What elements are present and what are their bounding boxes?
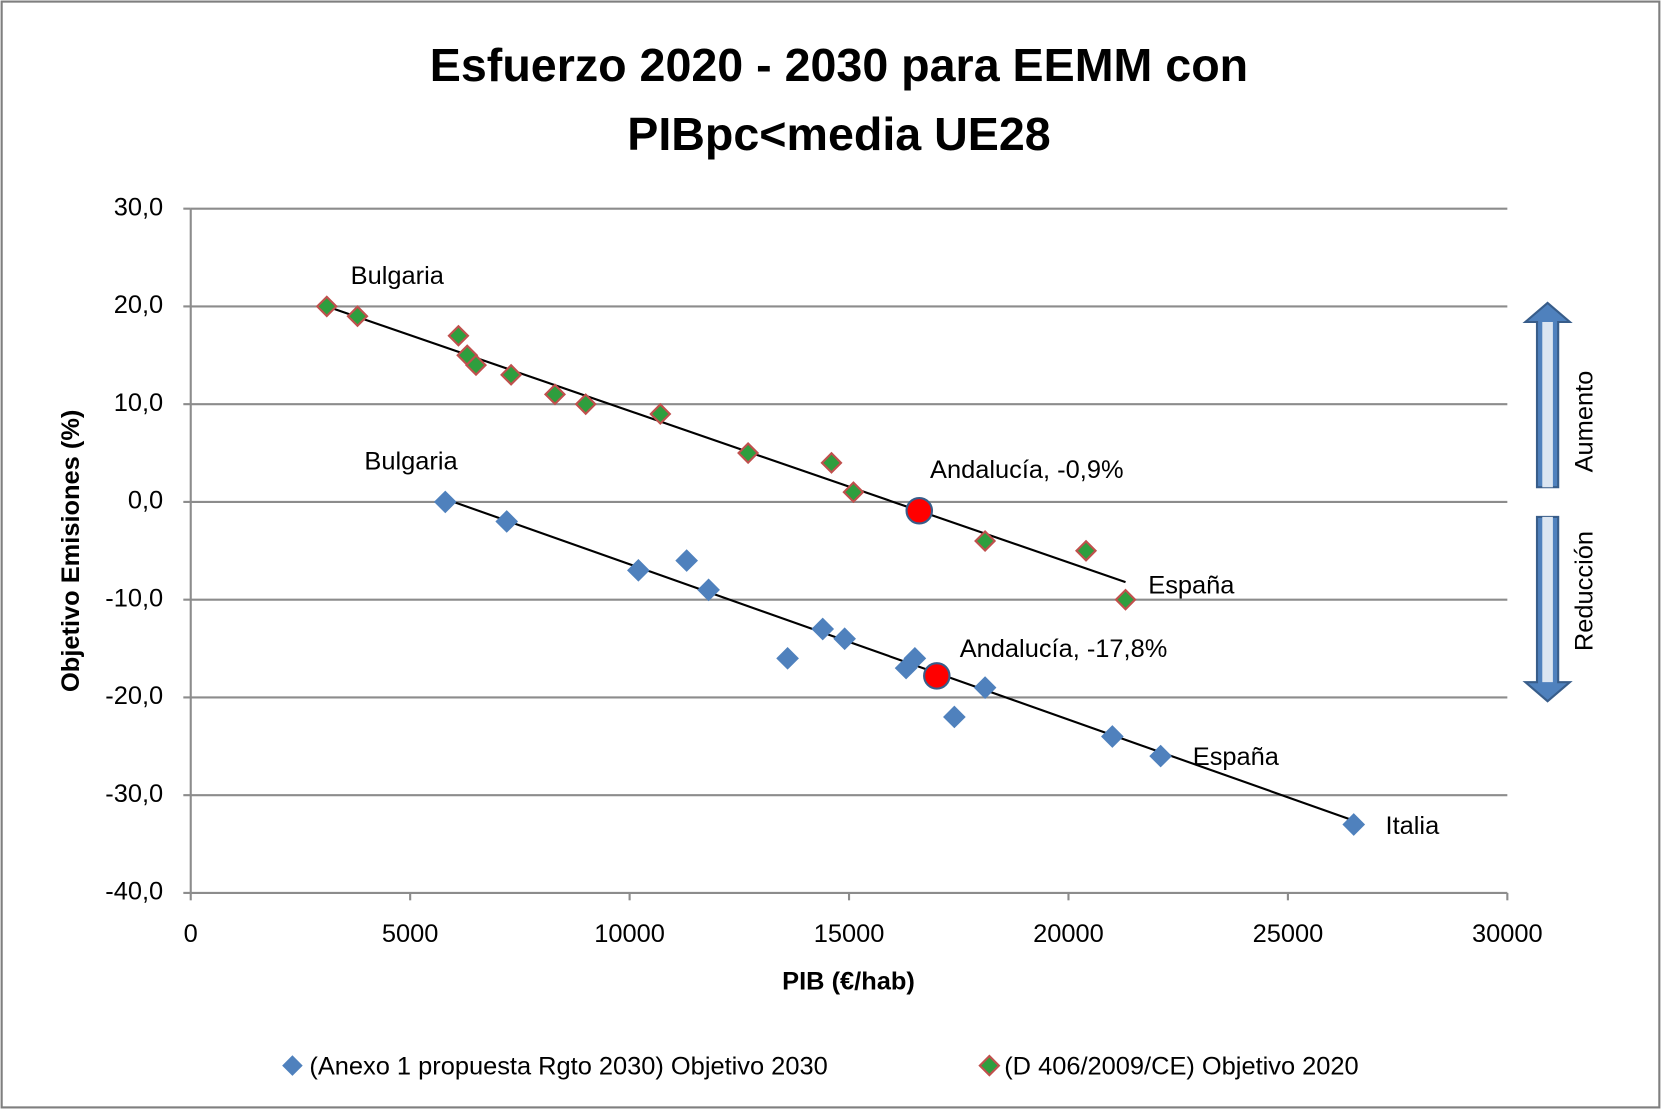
legend-marker: [282, 1055, 303, 1076]
x-axis-label: PIB (€/hab): [782, 968, 915, 996]
point: [973, 676, 997, 699]
point: [500, 363, 523, 386]
y-tick-label: 20,0: [114, 291, 163, 319]
point: [737, 442, 760, 465]
highlight-point: [905, 496, 934, 525]
annotation: Bulgaria: [351, 262, 445, 290]
annotation: Bulgaria: [364, 448, 458, 476]
point: [842, 481, 865, 504]
y-axis-label: Objetivo Emisiones (%): [57, 410, 85, 692]
point: [820, 451, 843, 474]
x-tick-label: 5000: [382, 920, 439, 948]
point: [464, 354, 488, 377]
point: [1074, 539, 1098, 562]
annotation: España: [1193, 743, 1280, 771]
x-tick-label: 15000: [814, 920, 885, 948]
point: [974, 529, 997, 553]
arrow-label: Aumento: [1570, 371, 1598, 473]
x-tick-label: 10000: [594, 920, 665, 948]
point: [675, 549, 698, 572]
highlight-point: [923, 662, 951, 690]
point: [697, 578, 720, 602]
chart-title: Esfuerzo 2020 - 2030 para EEMM con: [430, 39, 1248, 91]
point: [543, 383, 567, 406]
point: [811, 617, 835, 641]
y-tick-label: 30,0: [114, 193, 163, 221]
x-tick-label: 30000: [1472, 920, 1543, 948]
chart-subtitle: PIBpc<media UE28: [627, 108, 1050, 160]
point: [903, 646, 927, 670]
point: [627, 559, 650, 582]
y-tick-label: -20,0: [105, 682, 163, 710]
y-tick-label: 10,0: [114, 389, 163, 417]
x-tick-label: 25000: [1253, 920, 1324, 948]
down-arrow: [1522, 515, 1573, 703]
point: [1101, 725, 1124, 748]
point: [346, 305, 369, 328]
y-tick-label: -40,0: [105, 878, 163, 906]
point: [1342, 813, 1366, 836]
legend-marker: [978, 1054, 1001, 1077]
point: [495, 510, 519, 533]
point: [447, 324, 470, 347]
legend-label: (D 406/2009/CE) Objetivo 2020: [1004, 1052, 1358, 1080]
highlight-label: Andalucía, -0,9%: [930, 456, 1124, 484]
legend-label: (Anexo 1 propuesta Rgto 2030) Objetivo 2…: [309, 1052, 827, 1080]
point: [649, 402, 672, 425]
point: [433, 490, 457, 514]
up-arrow: [1522, 301, 1573, 489]
arrow-label: Reducción: [1570, 531, 1598, 651]
y-tick-label: -30,0: [105, 780, 163, 808]
point: [574, 393, 597, 416]
point: [776, 646, 799, 670]
point: [315, 295, 338, 318]
point: [1149, 744, 1172, 768]
y-tick-label: -10,0: [105, 584, 163, 612]
trend-line: [444, 497, 1355, 822]
x-tick-label: 20000: [1033, 920, 1104, 948]
point: [833, 627, 856, 651]
point: [1114, 588, 1137, 611]
y-tick-label: 0,0: [128, 487, 163, 515]
annotation: España: [1148, 572, 1235, 600]
point: [943, 705, 966, 729]
highlight-label: Andalucía, -17,8%: [960, 635, 1168, 663]
x-tick-label: 0: [184, 920, 198, 948]
annotation: Italia: [1386, 812, 1441, 840]
